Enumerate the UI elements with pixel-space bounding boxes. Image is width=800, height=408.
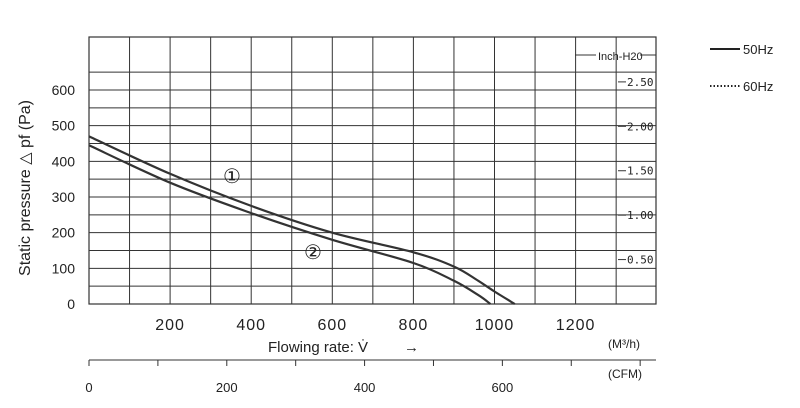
cfm-axis-unit: (CFM) [608, 367, 642, 381]
right-tick-label: 1.50 [627, 165, 654, 178]
y-tick-label: 400 [52, 153, 76, 169]
y-tick-label: 0 [67, 296, 75, 312]
y-tick-label: 600 [52, 82, 76, 98]
curve-label-1: ① [223, 166, 241, 188]
curve-label-2: ② [304, 242, 322, 264]
x-tick-label: 600 [317, 317, 347, 334]
y-tick-label: 500 [52, 118, 76, 134]
x-axis-arrow: → [404, 339, 419, 356]
right-tick-label: 1.00 [627, 209, 654, 222]
right-axis-title: Inch-H20 [598, 51, 643, 63]
right-tick-label: 2.50 [627, 76, 654, 89]
cfm-tick-label: 200 [216, 380, 238, 395]
right-tick-label: 0.50 [627, 254, 654, 267]
y-tick-label: 300 [52, 189, 76, 205]
x-axis-unit: (M³/h) [608, 337, 640, 351]
cfm-tick-label: 400 [354, 380, 376, 395]
legend-60hz-label: 60Hz [743, 79, 773, 94]
x-tick-label: 1200 [556, 317, 596, 334]
right-tick-label: 2.00 [627, 120, 654, 133]
cfm-tick-label: 600 [492, 380, 514, 395]
x-tick-label: 400 [236, 317, 266, 334]
grid [88, 36, 657, 305]
y-axis-label: Static pressure △ pf (Pa) [17, 100, 34, 276]
curve-series-2 [88, 144, 492, 305]
x-axis-label-text: Flowing rate: V̇ [268, 339, 368, 356]
legend: 50Hz 60Hz [710, 42, 773, 94]
x-axis-label: Flowing rate: V̇ → [268, 339, 419, 356]
y-tick-label: 200 [52, 225, 76, 241]
legend-50hz-label: 50Hz [743, 42, 773, 57]
curve-series-1 [88, 135, 516, 305]
curves: ①② [88, 135, 516, 305]
y-tick-label: 100 [52, 260, 76, 276]
cfm-tick-label: 0 [85, 380, 92, 395]
x-tick-label: 200 [155, 317, 185, 334]
x-tick-label: 1000 [475, 317, 515, 334]
x-tick-label: 800 [399, 317, 429, 334]
axes: 0 100 200 300 400 500 600 200 400 600 800 1000 1200 0… [52, 54, 656, 395]
